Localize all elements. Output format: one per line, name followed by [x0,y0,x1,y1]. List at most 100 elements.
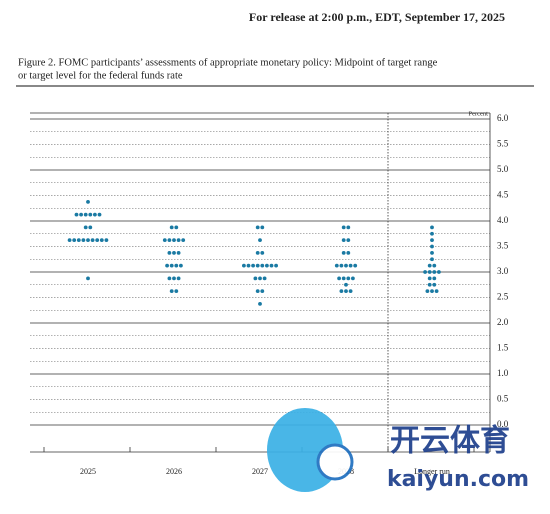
dot [260,225,265,230]
dot [430,238,434,243]
x-tick-label: 2026 [166,467,182,476]
dot [348,289,353,294]
dot [274,263,278,268]
y-tick-label: 5.5 [497,139,509,149]
dot [427,276,432,281]
dot [430,250,434,255]
release-line: For release at 2:00 p.m., EDT, September… [249,10,505,24]
dot [255,250,260,255]
dot [176,250,181,255]
dot [83,212,88,217]
y-tick-label: 5.0 [497,164,509,174]
dot [174,225,179,230]
dot [258,301,262,306]
dot [427,263,432,268]
dot [346,250,351,255]
dot [260,250,265,255]
dot [174,289,179,294]
dot [162,238,167,243]
y-tick-label: 6.0 [497,113,509,123]
dot [181,238,186,243]
dot [346,238,351,243]
dot [351,276,355,281]
dot [79,212,83,217]
dot [167,238,172,243]
caption: or target level for the federal funds ra… [18,70,183,81]
dot [99,238,104,243]
dot [423,270,427,274]
dot [86,238,90,243]
dot [430,289,434,294]
dot [97,212,102,217]
dot [174,263,179,268]
dot [172,238,176,243]
dot [165,263,170,268]
watermark-url: kaiyun.com [387,467,529,492]
dot [167,276,172,281]
dot [95,238,100,243]
dot [432,263,437,268]
x-tick-label: 2025 [80,467,96,476]
dot [334,263,339,268]
dot [430,244,434,249]
dot [83,225,88,230]
dot [346,225,351,230]
y-tick-label: 2.0 [497,317,509,327]
y-tick-label: 2.5 [497,292,509,302]
dot [348,263,353,268]
dot [258,276,262,281]
dot [432,270,437,274]
dot [339,289,344,294]
dot [260,289,265,294]
dot [251,263,256,268]
dot [432,276,437,281]
dot [253,276,258,281]
dot [265,263,269,268]
dot [88,225,93,230]
dot [179,263,183,268]
dot [341,250,346,255]
caption: Figure 2. FOMC participants’ assessments… [18,57,438,68]
dot [88,212,93,217]
dot [255,263,260,268]
dot [260,263,265,268]
y-axis-label: Percent [469,110,489,117]
dot [346,276,351,281]
y-tick-label: 1.5 [497,343,509,353]
dot [341,238,346,243]
dot [86,199,90,204]
dot [341,276,346,281]
dot [76,238,81,243]
dot [172,276,176,281]
dot [269,263,274,268]
dot [104,238,109,243]
x-tick-label: Longer run [414,467,450,476]
dot [430,257,434,262]
dot [242,263,246,268]
dot [86,276,90,281]
dot [81,238,86,243]
dot [246,263,251,268]
dot [434,289,439,294]
dot [172,250,176,255]
dot [169,225,174,230]
dot [169,263,174,268]
dot [430,225,434,230]
plot: 0.0 0.5 1.0 1.5 2.0 2.5 3.0 3.5 4.0 4.5 5.0 5.5 6.0 2… [30,112,509,476]
dot [72,238,77,243]
dot [169,289,174,294]
dot [427,282,432,287]
dot [353,263,358,268]
dot [74,212,79,217]
dot [344,289,348,294]
watermark: 开云体育 kaiyun.com [267,408,529,492]
dot [255,225,260,230]
watermark-ball [316,443,354,481]
dot [337,276,341,281]
dot [90,238,95,243]
y-tick-label: 4.5 [497,190,509,200]
y-tick-label: 0.0 [497,419,509,429]
y-tick-label: 4.0 [497,215,509,225]
dot [425,289,430,294]
